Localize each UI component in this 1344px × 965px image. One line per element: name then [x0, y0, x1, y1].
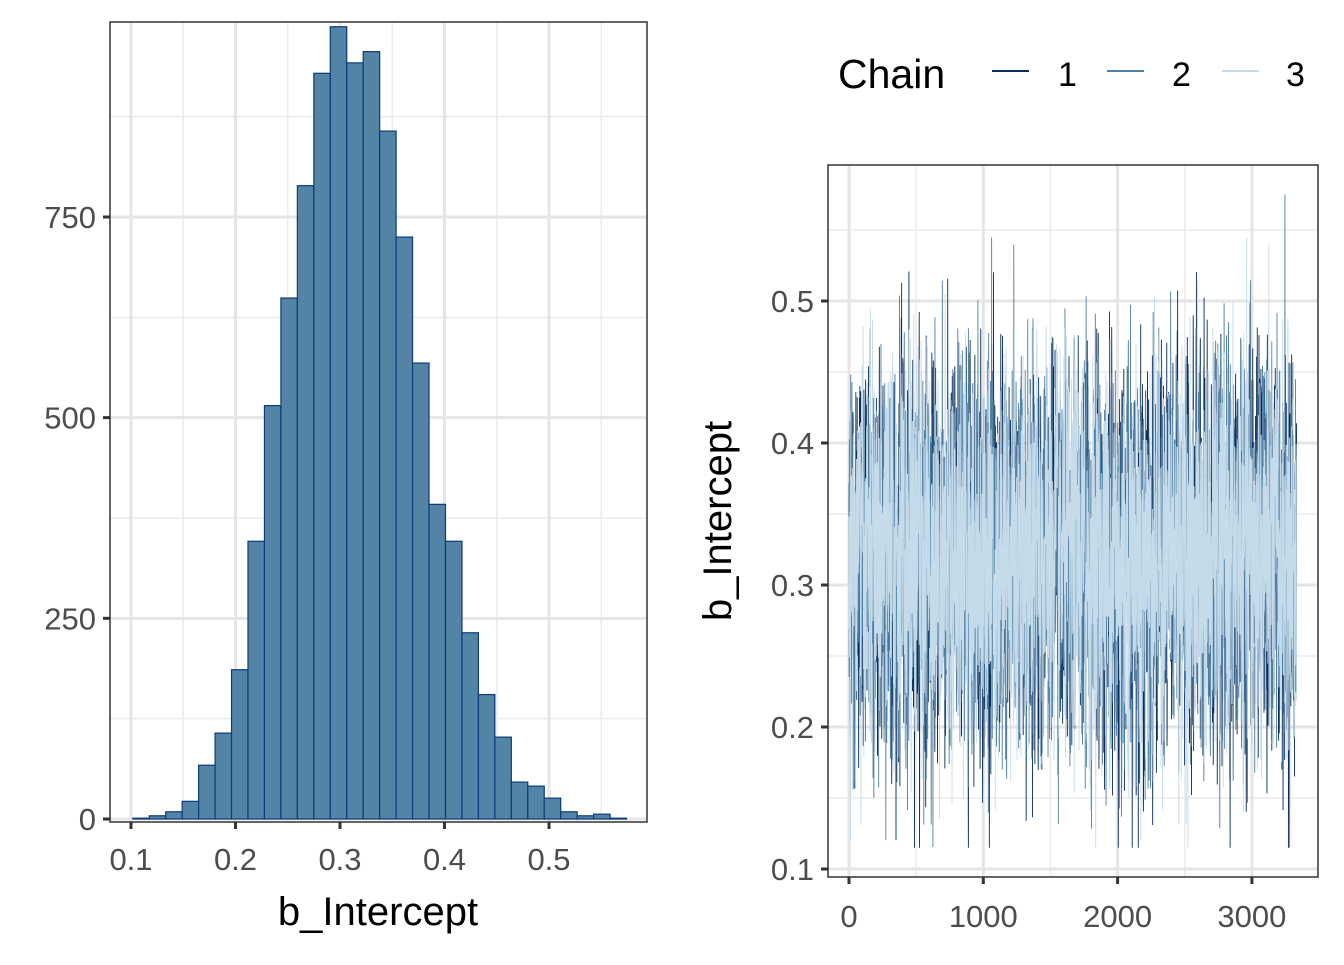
histogram-bar	[527, 785, 545, 820]
histogram-bar	[395, 236, 414, 820]
histogram-x-axis-label: b_Intercept	[278, 890, 478, 934]
legend-label-chain-3: 3	[1286, 56, 1305, 94]
histogram-bar	[263, 405, 282, 820]
histogram-bar	[230, 669, 249, 820]
x-tick-label: 0	[840, 899, 857, 934]
y-tick-label: 750	[44, 200, 96, 235]
histogram-bar	[428, 503, 447, 820]
histogram-bar	[148, 815, 167, 820]
histogram-bar	[543, 797, 562, 820]
y-tick-label: 0.1	[771, 852, 814, 887]
histogram-bar	[494, 736, 512, 820]
histogram-bar	[181, 800, 200, 820]
legend: Chain 1 2 3	[838, 51, 1305, 97]
x-tick-label: 2000	[1083, 899, 1152, 934]
histogram-bar	[214, 732, 233, 820]
x-tick-label: 1000	[949, 899, 1018, 934]
plot-border	[827, 164, 1319, 878]
histogram-bar	[593, 813, 611, 820]
histogram-bar	[296, 185, 315, 820]
histogram-bar	[411, 362, 430, 820]
x-tick-label: 0.4	[423, 842, 466, 877]
histogram-bar	[280, 297, 298, 820]
trace-panel: 0 1000 2000 3000 0.1 0.2 0.3 0.4 0.5	[771, 164, 1319, 934]
histogram-bar	[576, 815, 595, 820]
y-tick-label: 0.3	[771, 568, 814, 603]
histogram-bar	[461, 632, 480, 820]
x-tick-label: 0.5	[527, 842, 570, 877]
y-tick-label: 250	[44, 601, 96, 636]
y-tick-label: 0.2	[771, 710, 814, 745]
legend-label-chain-2: 2	[1172, 56, 1191, 94]
histogram-bar	[362, 51, 381, 820]
histogram-bar	[329, 26, 348, 820]
histogram-panel: 0.1 0.2 0.3 0.4 0.5 0 250 500 750	[44, 21, 648, 877]
x-tick-label: 3000	[1217, 899, 1286, 934]
x-tick-label: 0.1	[109, 842, 152, 877]
y-tick-label: 0	[79, 802, 96, 837]
x-tick-label: 0.2	[214, 842, 257, 877]
histogram-bar	[346, 62, 364, 820]
legend-title: Chain	[838, 51, 945, 97]
x-tick-label: 0.3	[318, 842, 361, 877]
plot-border	[109, 21, 648, 823]
histogram-bar	[609, 817, 628, 820]
trace-y-axis-label: b_Intercept	[696, 421, 740, 621]
histogram-bar	[165, 811, 183, 820]
y-tick-label: 0.5	[771, 284, 814, 319]
histogram-bar	[198, 764, 216, 820]
trace-line-chain-3	[848, 237, 1298, 848]
histogram-bar	[510, 781, 529, 820]
y-tick-label: 0.4	[771, 426, 814, 461]
y-tick-label: 500	[44, 401, 96, 436]
histogram-bar	[132, 817, 150, 820]
histogram-bar	[477, 693, 496, 820]
legend-label-chain-1: 1	[1058, 56, 1077, 94]
histogram-bar	[560, 811, 578, 820]
histogram-bar	[247, 540, 266, 820]
histogram-bar	[313, 72, 331, 820]
histogram-bar	[379, 130, 397, 820]
histogram-bar	[444, 540, 463, 820]
